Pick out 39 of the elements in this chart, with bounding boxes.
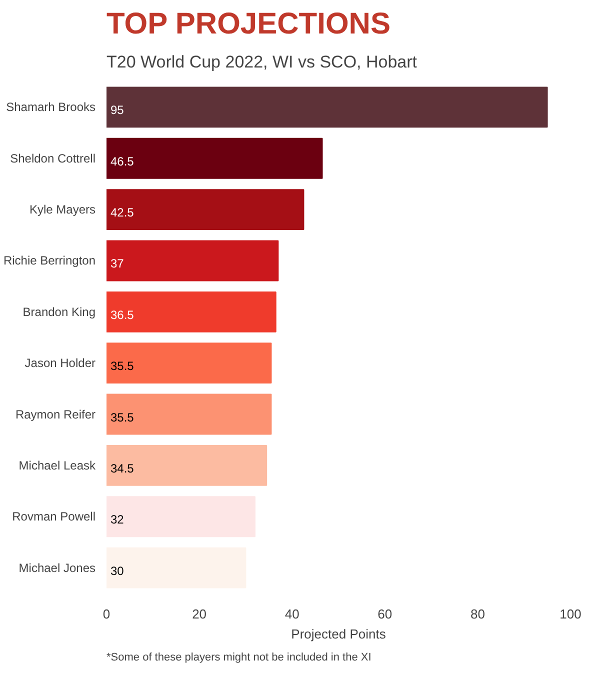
x-tick-label: 100 bbox=[560, 606, 582, 622]
data-label: 34.5 bbox=[110, 461, 134, 476]
data-label: 35.5 bbox=[110, 359, 134, 374]
y-tick-label: Michael Jones bbox=[18, 560, 96, 575]
bar bbox=[106, 86, 548, 128]
data-label: 42.5 bbox=[110, 206, 134, 220]
y-tick-label: Sheldon Cottrell bbox=[10, 151, 96, 166]
y-tick-label: Brandon King bbox=[22, 304, 96, 319]
data-label: 30 bbox=[110, 564, 124, 578]
bar bbox=[106, 394, 272, 435]
y-tick-label: Michael Leask bbox=[18, 458, 96, 472]
chart-title: TOP PROJECTIONS bbox=[106, 8, 390, 40]
data-label: 36.5 bbox=[110, 308, 134, 322]
data-label: 95 bbox=[110, 103, 124, 118]
bar bbox=[106, 291, 276, 332]
x-tick-label: 80 bbox=[470, 606, 485, 622]
x-tick-label: 40 bbox=[284, 606, 300, 622]
bar bbox=[106, 496, 256, 538]
x-tick-label: 0 bbox=[102, 606, 110, 622]
bar bbox=[106, 240, 279, 282]
x-tick-label: 60 bbox=[378, 606, 392, 622]
text: *Some of these players might not be included in the XI bbox=[106, 652, 372, 664]
chart-subtitle: T20 World Cup 2022, WI vs SCO, Hobart bbox=[106, 52, 418, 72]
x-tick-label: 20 bbox=[192, 606, 207, 622]
y-tick-label: Jason Holder bbox=[24, 356, 96, 370]
data-label: 46.5 bbox=[110, 154, 134, 168]
y-tick-label: Richie Berrington bbox=[3, 254, 96, 268]
data-label: 37 bbox=[110, 256, 124, 271]
bar bbox=[106, 444, 268, 486]
data-label: 35.5 bbox=[110, 410, 134, 424]
y-tick-label: Shamarh Brooks bbox=[6, 100, 96, 114]
y-tick-label: Kyle Mayers bbox=[29, 202, 96, 217]
data-label: 32 bbox=[110, 512, 124, 527]
x-axis-title: Projected Points bbox=[291, 626, 386, 642]
bar bbox=[106, 189, 304, 230]
bar bbox=[106, 342, 272, 384]
bar bbox=[106, 138, 323, 179]
y-tick-label: Raymon Reifer bbox=[15, 407, 96, 422]
y-tick-label: Rovman Powell bbox=[12, 510, 96, 524]
